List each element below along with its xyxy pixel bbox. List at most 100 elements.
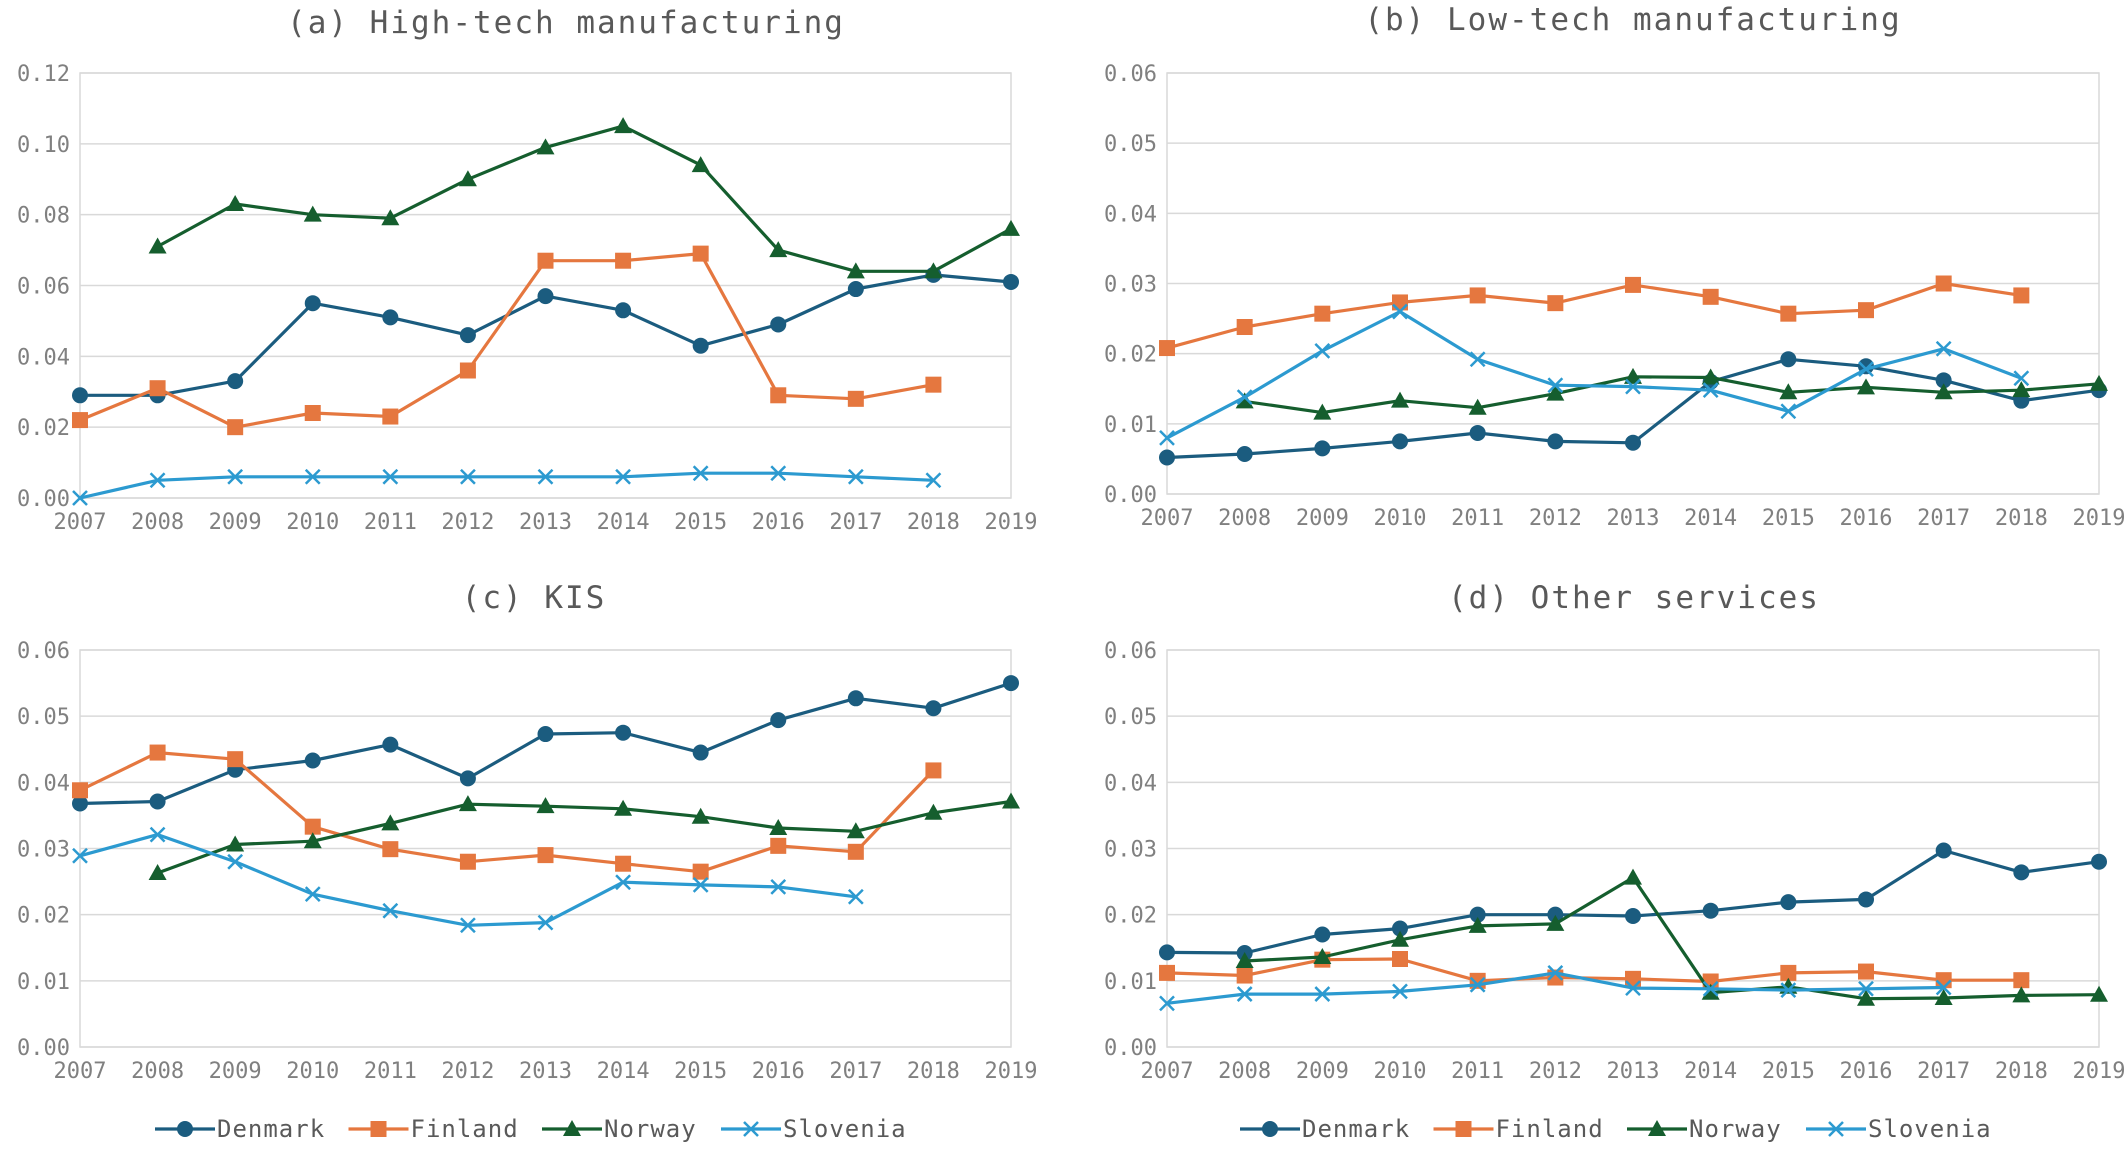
data-point [1392,433,1408,450]
data-point [1780,982,1797,998]
data-point [770,465,787,482]
chart-title: (d) Other services [1448,580,1820,616]
data-point [1935,372,1952,389]
x-tick-label: 2018 [1995,1059,2048,1084]
data-point [1625,980,1641,996]
data-point [1702,902,1719,919]
y-tick-label: 0.04 [17,771,70,796]
series-slovenia [1159,965,1952,1012]
x-tick-label: 2014 [597,1059,650,1084]
data-point [1392,950,1408,967]
data-point [1159,429,1175,446]
data-point [1858,302,1874,319]
x-tick-label: 2007 [54,510,107,535]
data-point [458,795,477,812]
data-point [770,878,787,895]
data-point [1314,926,1331,943]
x-tick-label: 2019 [985,510,1038,535]
x-tick-label: 2011 [1451,1059,1504,1084]
data-point [615,724,632,741]
data-point [2090,985,2108,1002]
data-point [1003,273,1019,290]
series-denmark [1159,842,2107,962]
legend-marker [1262,1121,1278,1137]
data-point [537,252,554,269]
data-point [691,156,710,173]
data-point [1392,303,1408,320]
y-tick-label: 0.04 [17,345,70,370]
data-point [847,281,864,298]
legend-marker [370,1121,387,1137]
data-point [382,736,399,753]
data-point [1313,403,1332,420]
x-tick-label: 2017 [829,510,882,535]
data-point [1780,964,1797,981]
data-point [537,914,554,931]
data-point [691,807,710,824]
chart-title: (c) KIS [462,580,607,616]
data-point [72,412,88,429]
data-point [1547,377,1564,394]
data-point [1780,305,1797,322]
series-line [157,799,1012,875]
x-tick-label: 2014 [597,510,650,535]
data-point [2091,853,2107,870]
data-point [2090,374,2108,391]
data-point [692,877,709,893]
data-point [692,863,709,880]
y-tick-label: 0.05 [1104,132,1157,157]
data-point [2013,864,2030,881]
y-tick-label: 0.03 [1104,838,1157,863]
data-point [925,700,942,717]
x-tick-label: 2015 [674,510,727,535]
data-point [769,818,788,835]
series-norway [1235,868,2108,1006]
data-point [1779,383,1798,400]
x-tick-label: 2016 [752,510,805,535]
data-point [1547,965,1564,981]
y-tick-label: 0.06 [1104,62,1157,87]
data-point [1935,275,1952,292]
y-tick-label: 0.05 [1104,705,1157,730]
x-tick-label: 2008 [131,1059,184,1084]
series-denmark [72,675,1019,812]
data-point [692,245,709,262]
y-tick-label: 0.05 [17,705,70,730]
data-point [1159,449,1175,466]
data-point [1858,980,1874,997]
chart-panel-1: (a) High-tech manufacturing 0.00 0.02 0.04 0… [17,5,1037,535]
series-line [1244,375,2100,415]
y-tick-label: 0.03 [1104,273,1157,298]
x-tick-label: 2013 [519,510,572,535]
y-tick-label: 0.04 [1104,202,1157,227]
data-point [381,814,400,831]
x-tick-label: 2016 [752,1059,805,1084]
data-point [770,837,787,854]
x-tick-label: 2007 [1141,1059,1194,1084]
plot-frame [79,649,1012,1048]
data-point [149,380,166,397]
data-point [459,853,476,870]
data-point [1313,948,1332,965]
data-point [460,468,476,485]
legend-item-slovenia: Slovenia [1806,1115,1992,1143]
series-line [79,471,934,500]
data-point [847,888,864,905]
legend-label: Norway [1689,1115,1782,1143]
data-point [1392,294,1408,311]
data-point [1159,944,1175,961]
legend-label: Slovenia [783,1115,907,1143]
data-point [924,803,943,820]
data-point [1625,276,1641,293]
x-tick-label: 2009 [209,1059,262,1084]
data-point [1702,980,1719,997]
x-tick-label: 2016 [1840,506,1893,531]
legend-marker [177,1121,193,1137]
data-point [1003,675,1019,692]
data-point [692,744,709,761]
legend-label: Slovenia [1868,1115,1992,1143]
plot-frame [1166,72,2100,495]
data-point [925,472,942,489]
legend-label: Denmark [217,1115,325,1143]
chart-title: (a) High-tech manufacturing [287,5,845,41]
